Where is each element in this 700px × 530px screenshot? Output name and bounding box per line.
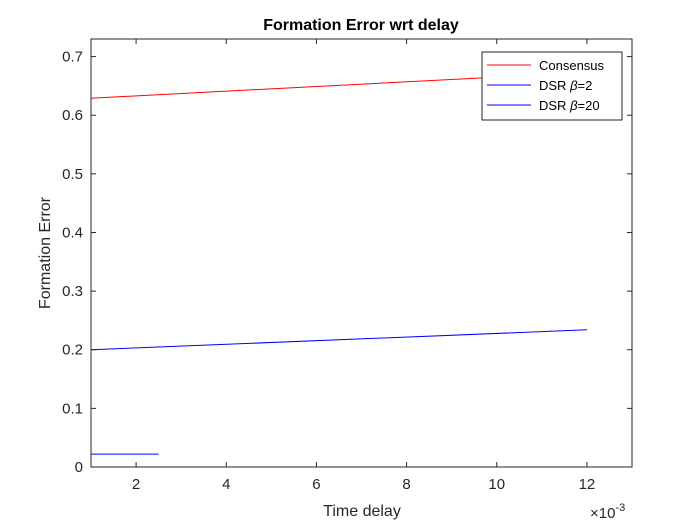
legend-label-suffix: =2 [578, 78, 593, 93]
y-tick-label: 0.3 [62, 283, 83, 300]
y-tick-label: 0.2 [62, 342, 83, 359]
series-line-2 [90, 329, 587, 351]
y-tick-label: 0.4 [62, 224, 83, 241]
y-tick-label: 0.5 [62, 166, 83, 183]
legend-label: DSR β=20 [539, 98, 600, 113]
x-tick-label: 12 [579, 476, 596, 493]
legend-label-prefix: DSR [539, 98, 570, 113]
y-tick-label: 0.1 [62, 400, 83, 417]
legend-label: DSR β=2 [539, 78, 592, 93]
y-axis-label: Formation Error [37, 196, 54, 309]
axes-box [90, 38, 633, 468]
x-axis-label: Time delay [323, 503, 401, 520]
x-tick-label: 8 [402, 476, 410, 493]
legend-label: Consensus [539, 58, 605, 73]
x-tick-label: 2 [132, 476, 140, 493]
y-tick-label: 0.6 [62, 107, 83, 124]
x-tick-label: 4 [222, 476, 230, 493]
x-axis-exponent-base: ×10 [590, 505, 615, 522]
x-tick-label: 6 [312, 476, 320, 493]
y-tick-label: 0 [75, 459, 83, 476]
y-tick-label: 0.7 [62, 49, 83, 66]
legend-label-prefix: Consensus [539, 58, 605, 73]
legend-label-symbol: β [569, 78, 578, 93]
legend-label-prefix: DSR [539, 78, 570, 93]
x-tick-label: 10 [488, 476, 505, 493]
chart-title: Formation Error wrt delay [263, 17, 459, 34]
legend-label-suffix: =20 [578, 98, 600, 113]
x-axis-exponent-power: -3 [615, 502, 625, 514]
x-axis-exponent: ×10-3 [590, 502, 625, 522]
legend-label-symbol: β [569, 98, 578, 113]
axes-layer: 2 4 6 8 10 12 0 0.1 0.2 0.3 0.4 0.5 0.6 0.7 [62, 38, 633, 493]
legend-box [481, 51, 623, 121]
